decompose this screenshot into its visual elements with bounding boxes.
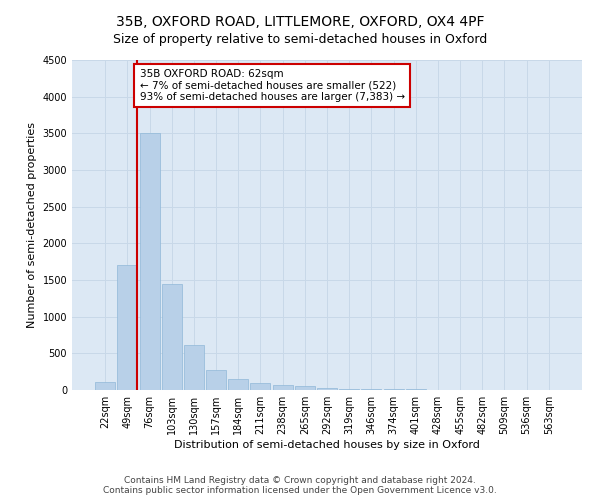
X-axis label: Distribution of semi-detached houses by size in Oxford: Distribution of semi-detached houses by … xyxy=(174,440,480,450)
Text: Contains HM Land Registry data © Crown copyright and database right 2024.
Contai: Contains HM Land Registry data © Crown c… xyxy=(103,476,497,495)
Text: 35B, OXFORD ROAD, LITTLEMORE, OXFORD, OX4 4PF: 35B, OXFORD ROAD, LITTLEMORE, OXFORD, OX… xyxy=(116,15,484,29)
Bar xyxy=(339,388,359,390)
Bar xyxy=(184,344,204,390)
Bar xyxy=(272,385,293,390)
Bar xyxy=(206,370,226,390)
Bar xyxy=(317,388,337,390)
Text: 35B OXFORD ROAD: 62sqm
← 7% of semi-detached houses are smaller (522)
93% of sem: 35B OXFORD ROAD: 62sqm ← 7% of semi-deta… xyxy=(140,69,404,102)
Text: Size of property relative to semi-detached houses in Oxford: Size of property relative to semi-detach… xyxy=(113,32,487,46)
Bar xyxy=(295,386,315,390)
Bar xyxy=(361,389,382,390)
Bar xyxy=(250,384,271,390)
Bar xyxy=(140,134,160,390)
Bar xyxy=(228,379,248,390)
Bar xyxy=(95,382,115,390)
Y-axis label: Number of semi-detached properties: Number of semi-detached properties xyxy=(27,122,37,328)
Bar xyxy=(162,284,182,390)
Bar xyxy=(118,266,137,390)
